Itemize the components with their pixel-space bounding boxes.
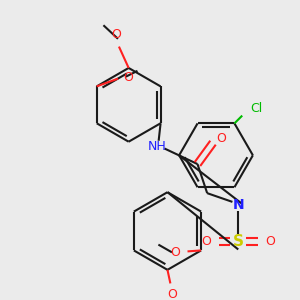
Text: Cl: Cl <box>250 102 262 115</box>
Text: O: O <box>111 28 121 41</box>
Text: O: O <box>170 246 180 259</box>
Text: S: S <box>233 234 244 249</box>
Text: O: O <box>265 235 275 248</box>
Text: O: O <box>167 288 177 300</box>
Text: O: O <box>123 71 133 84</box>
Text: NH: NH <box>147 140 166 153</box>
Text: O: O <box>201 235 211 248</box>
Text: O: O <box>216 132 226 145</box>
Text: N: N <box>232 198 244 212</box>
